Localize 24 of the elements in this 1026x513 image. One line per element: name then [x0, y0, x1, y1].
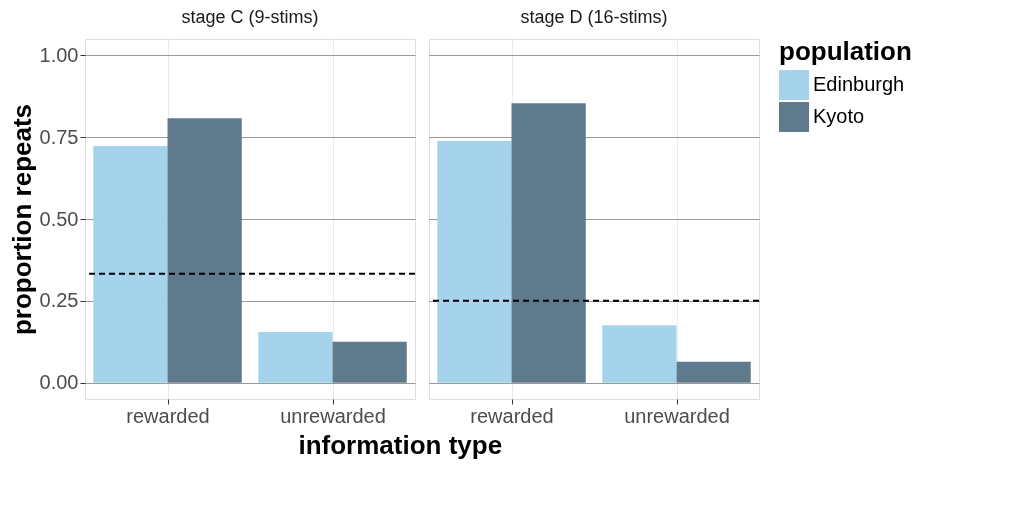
bar	[437, 141, 512, 383]
y-tick-label: 0.50	[39, 207, 79, 230]
y-tick-label: 0.25	[39, 289, 79, 312]
x-axis-title: information type	[298, 429, 503, 460]
bar	[676, 361, 751, 383]
chart-title: stage C (9-stims)	[181, 7, 319, 27]
x-tick-label: rewarded	[126, 404, 210, 427]
bar	[332, 341, 407, 383]
bar	[602, 325, 677, 383]
chart-title: stage D (16-stims)	[520, 7, 668, 27]
legend-label: Kyoto	[813, 105, 865, 127]
bar	[511, 103, 586, 383]
legend-title: population	[779, 36, 912, 66]
bar	[258, 331, 333, 383]
y-tick-label: 0.75	[39, 125, 79, 148]
x-tick-label: unrewarded	[280, 404, 386, 427]
bar	[167, 118, 242, 383]
y-axis-title: proportion repeats	[6, 103, 37, 336]
x-tick-label: rewarded	[470, 404, 554, 427]
legend-label: Edinburgh	[813, 73, 905, 95]
y-tick-label: 1.00	[39, 43, 79, 66]
bar	[93, 146, 168, 383]
y-tick-label: 0.00	[39, 371, 79, 394]
x-tick-label: unrewarded	[624, 404, 730, 427]
